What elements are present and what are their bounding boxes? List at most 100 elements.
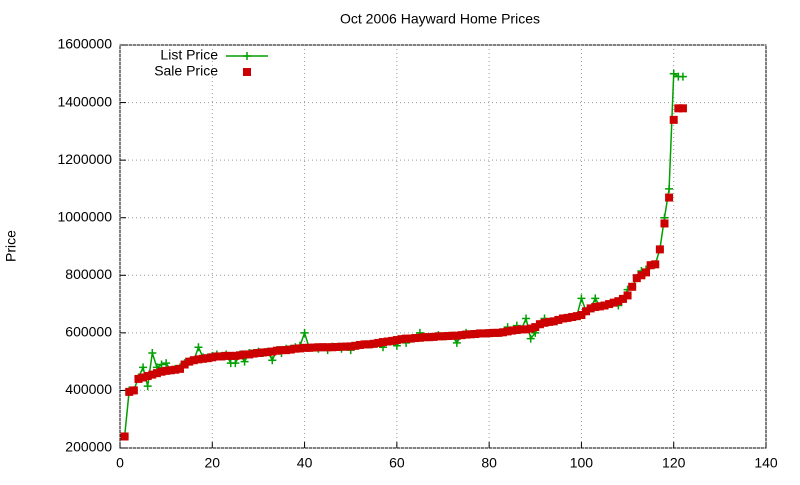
point [134, 374, 143, 383]
point [678, 104, 687, 113]
point [475, 329, 484, 338]
point [568, 313, 577, 322]
point [665, 193, 674, 202]
point [397, 335, 406, 344]
point [295, 344, 304, 353]
series-line [123, 72, 683, 437]
x-tick-label: 140 [754, 455, 778, 471]
point [369, 339, 378, 348]
point [655, 245, 664, 254]
point [609, 298, 618, 307]
point [577, 311, 586, 320]
point [282, 346, 291, 355]
point [595, 302, 604, 311]
plot-frame [119, 44, 767, 449]
point [143, 382, 152, 391]
point [531, 323, 540, 332]
point [577, 294, 586, 303]
y-tick-label: 1200000 [57, 151, 112, 167]
point [522, 314, 531, 323]
point [305, 343, 314, 352]
point [259, 348, 268, 357]
point [512, 325, 521, 334]
legend-label: List Price [160, 47, 218, 63]
point [411, 334, 420, 343]
point [365, 340, 374, 349]
point [466, 330, 475, 339]
y-axis-label: Price [3, 230, 19, 262]
point [434, 332, 443, 341]
y-tick-label: 800000 [65, 266, 112, 282]
point [642, 268, 651, 277]
point [272, 346, 281, 355]
point [392, 336, 401, 345]
point [582, 307, 591, 316]
point [526, 334, 535, 343]
point [243, 68, 251, 76]
point [332, 342, 341, 351]
point [222, 351, 231, 360]
point [429, 332, 438, 341]
point [591, 294, 600, 303]
point [180, 360, 189, 369]
point [129, 386, 138, 395]
point [166, 366, 175, 375]
point [452, 338, 461, 347]
point [314, 343, 323, 352]
point [591, 302, 600, 311]
point [374, 338, 383, 347]
point [231, 351, 240, 360]
x-tick-label: 100 [570, 455, 594, 471]
point [148, 370, 157, 379]
point [355, 340, 364, 349]
point [162, 366, 171, 375]
point [300, 328, 309, 337]
legend-label: Sale Price [154, 63, 218, 79]
point [618, 294, 627, 303]
point [388, 336, 397, 345]
point [383, 337, 392, 346]
point [457, 331, 466, 340]
point [240, 357, 249, 366]
chart-title: Oct 2006 Hayward Home Prices [340, 11, 540, 27]
point [162, 359, 171, 368]
point [199, 354, 208, 363]
point [139, 373, 148, 382]
point [243, 52, 251, 60]
point [319, 343, 328, 352]
point [637, 271, 646, 280]
point [471, 330, 480, 339]
point [175, 364, 184, 373]
point [489, 328, 498, 337]
point [263, 348, 272, 357]
y-tick-label: 600000 [65, 324, 112, 340]
point [517, 325, 526, 334]
point [208, 353, 217, 362]
point [452, 331, 461, 340]
y-tick-label: 1600000 [57, 36, 112, 52]
point [351, 341, 360, 350]
point [157, 367, 166, 376]
point [674, 104, 683, 113]
point [226, 351, 235, 360]
point [148, 349, 157, 358]
point [462, 330, 471, 339]
point [194, 343, 203, 352]
point [522, 325, 531, 334]
point [425, 333, 434, 342]
point [139, 363, 148, 372]
point [291, 344, 300, 353]
point [254, 349, 263, 358]
point [406, 334, 415, 343]
x-tick-label: 0 [116, 455, 124, 471]
point [415, 333, 424, 342]
point [485, 329, 494, 338]
point [309, 343, 318, 352]
point [554, 315, 563, 324]
point [120, 432, 129, 441]
point [212, 352, 221, 361]
point [268, 347, 277, 356]
x-tick-label: 80 [481, 455, 497, 471]
point [420, 333, 429, 342]
